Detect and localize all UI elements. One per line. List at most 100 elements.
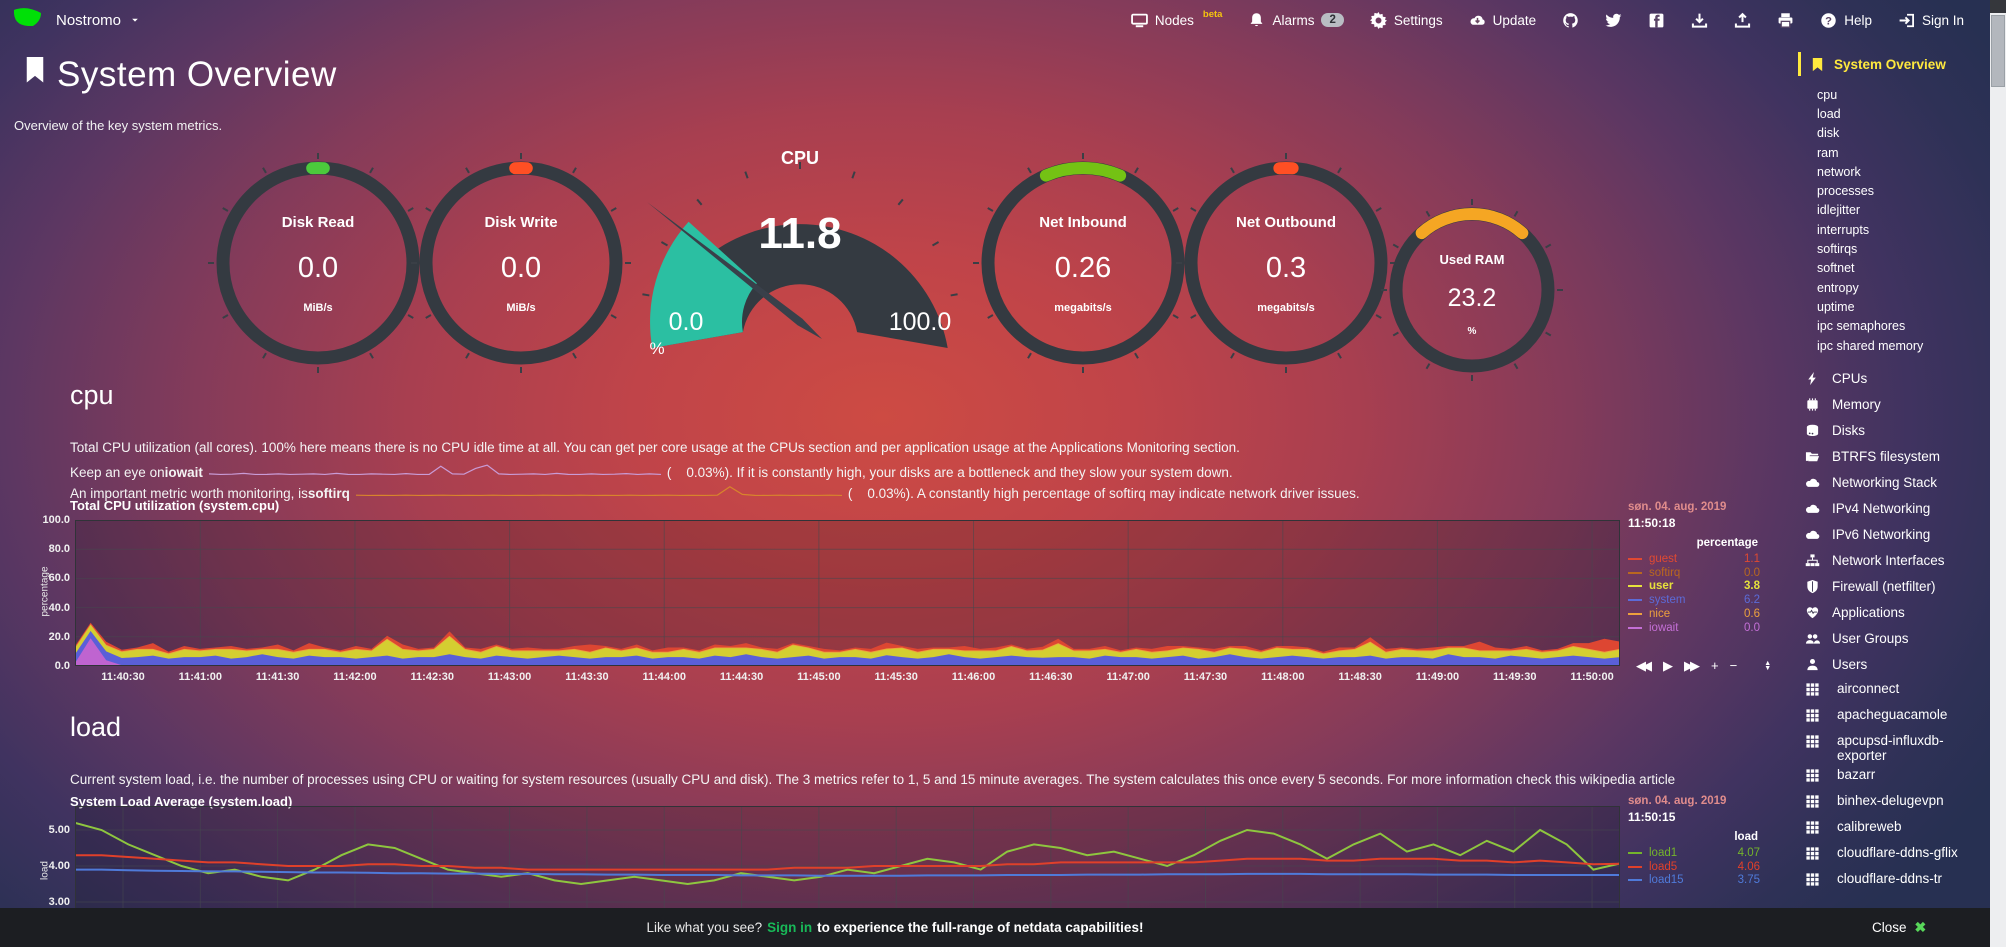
sidebar-item-user-groups[interactable]: User Groups [1790, 625, 1990, 651]
gauge-disk-write[interactable]: Disk Write 0.0 MiB/s [404, 146, 638, 380]
sidebar-item-ipc-semaphores[interactable]: ipc semaphores [1817, 319, 1906, 334]
page-scrollbar[interactable] [1990, 0, 2006, 947]
cloud-icon [1805, 527, 1821, 542]
load-yaxis-label: 3.00 [48, 896, 70, 908]
navbar-item-settings[interactable]: Settings [1369, 11, 1443, 29]
sidebar-item-interrupts[interactable]: interrupts [1817, 222, 1870, 237]
cpu-xaxis-label: 11:49:30 [1493, 671, 1537, 683]
legend-entry-nice[interactable]: nice 0.6 [1628, 607, 1760, 621]
top-navbar: Nostromo Nodes beta Alarms 2 Settings Update?… [0, 0, 1990, 40]
bolt-icon [1805, 371, 1821, 386]
sidebar-item-cloudflare-ddns-tr[interactable]: cloudflare-ddns-tr [1790, 867, 1990, 893]
svg-text:%: % [649, 339, 664, 358]
navbar-item-facebook[interactable] [1648, 12, 1665, 29]
navbar-item-github[interactable] [1562, 12, 1579, 29]
navbar-label-help: Help [1844, 12, 1872, 28]
legend-entry-load5[interactable]: load5 4.06 [1628, 860, 1760, 874]
legend-entry-system[interactable]: system 6.2 [1628, 593, 1760, 607]
sidebar-item-uptime[interactable]: uptime [1817, 299, 1855, 314]
navbar-item-export[interactable] [1691, 12, 1708, 29]
sidebar-item-applications[interactable]: Applications [1790, 599, 1990, 625]
navbar-item-nodes[interactable]: Nodes beta [1131, 9, 1222, 29]
pan-back-button[interactable]: ◀◀ [1636, 658, 1652, 673]
signin-link[interactable]: Sign in [767, 920, 813, 935]
legend-entry-user[interactable]: user 3.8 [1628, 580, 1760, 594]
bookmark-icon [1810, 57, 1826, 72]
close-button[interactable]: Close ✖ [1872, 908, 1926, 947]
twitter-icon [1605, 12, 1622, 29]
zoom-out-button[interactable]: − [1729, 658, 1738, 673]
hostname-dropdown[interactable]: Nostromo [56, 12, 141, 29]
sidebar-item-entropy[interactable]: entropy [1817, 280, 1859, 295]
sidebar-item-ipc-shared-memory[interactable]: ipc shared memory [1817, 338, 1924, 353]
user-icon [1805, 657, 1821, 672]
sidebar-item-processes[interactable]: processes [1817, 184, 1874, 199]
gauge-cpu-gauge[interactable]: CPU 11.8 0.0 100.0% [640, 138, 960, 360]
sidebar-item-calibreweb[interactable]: calibreweb [1790, 815, 1990, 841]
navbar-item-import[interactable] [1734, 12, 1751, 29]
shield-icon [1805, 579, 1821, 594]
svg-text:Disk Read: Disk Read [282, 214, 355, 231]
gauge-disk-read[interactable]: Disk Read 0.0 MiB/s [201, 146, 435, 380]
bookmark-icon [23, 55, 47, 91]
sidebar-item-btrfs-filesystem[interactable]: BTRFS filesystem [1790, 443, 1990, 469]
sitemap-icon [1805, 553, 1821, 568]
legend-entry-load1[interactable]: load1 4.07 [1628, 846, 1760, 860]
sidebar-item-firewall-netfilter-[interactable]: Firewall (netfilter) [1790, 573, 1990, 599]
gauge-net-inbound[interactable]: Net Inbound 0.26 megabits/s [966, 146, 1200, 380]
bottom-message-prefix: Like what you see? [646, 920, 763, 935]
sidebar-item-system-overview[interactable]: System Overview [1798, 52, 1990, 76]
sidebar-item-disk[interactable]: disk [1817, 126, 1840, 141]
legend-entry-softirq[interactable]: softirq 0.0 [1628, 566, 1760, 580]
navbar-label-update: Update [1492, 12, 1537, 28]
navbar-item-help[interactable]: ? Help [1820, 12, 1872, 29]
navbar-item-sign-in[interactable]: Sign In [1898, 12, 1964, 29]
navbar-item-twitter[interactable] [1605, 12, 1622, 29]
sidebar-item-ipv4-networking[interactable]: IPv4 Networking [1790, 495, 1990, 521]
sidebar-item-binhex-delugevpn[interactable]: binhex-delugevpn [1790, 789, 1990, 815]
zoom-in-button[interactable]: + [1711, 658, 1719, 673]
legend-entry-iowait[interactable]: iowait 0.0 [1628, 621, 1760, 635]
sidebar-item-networking-stack[interactable]: Networking Stack [1790, 469, 1990, 495]
navbar-item-print[interactable] [1777, 12, 1794, 29]
cpu-xaxis-label: 11:44:30 [719, 671, 764, 683]
sidebar-item-network-interfaces[interactable]: Network Interfaces [1790, 547, 1990, 573]
svg-text:megabits/s: megabits/s [1054, 302, 1111, 314]
sidebar-item-users[interactable]: Users [1790, 651, 1990, 677]
cpu-chart-plot[interactable] [75, 520, 1620, 666]
sidebar-item-ram[interactable]: ram [1817, 145, 1839, 160]
gauge-used-ram[interactable]: Used RAM 23.2% [1374, 192, 1570, 388]
legend-dash-icon [1628, 851, 1642, 854]
sidebar-item-cpu[interactable]: cpu [1817, 87, 1838, 102]
sidebar-item-network[interactable]: network [1817, 164, 1861, 179]
pan-forward-button[interactable]: ▶▶ [1684, 658, 1700, 673]
navbar-item-alarms[interactable]: Alarms 2 [1248, 12, 1344, 29]
sidebar-item-bazarr[interactable]: bazarr [1790, 763, 1990, 789]
sidebar-item-idlejitter[interactable]: idlejitter [1817, 203, 1861, 218]
svg-text:0.0: 0.0 [298, 252, 338, 284]
svg-text:MiB/s: MiB/s [303, 302, 332, 314]
cpu-description-line-1: Total CPU utilization (all cores). 100% … [70, 440, 1240, 455]
legend-entry-guest[interactable]: guest 1.1 [1628, 552, 1760, 566]
cpu-xaxis-label: 11:47:30 [1183, 671, 1228, 683]
sidebar-item-softnet[interactable]: softnet [1817, 261, 1855, 276]
sidebar-item-apcupsd-influxdb-exporter[interactable]: apcupsd-influxdb-exporter [1790, 729, 1990, 763]
sidebar-item-apacheguacamole[interactable]: apacheguacamole [1790, 703, 1990, 729]
gauge-net-outbound[interactable]: Net Outbound 0.3 megabits/s [1169, 146, 1403, 380]
sidebar-item-cpus[interactable]: CPUs [1790, 365, 1990, 391]
sidebar-item-memory[interactable]: Memory [1790, 391, 1990, 417]
cpu-description-line-3: An important metric worth monitoring, is… [70, 482, 1360, 501]
sidebar-item-ipv6-networking[interactable]: IPv6 Networking [1790, 521, 1990, 547]
sidebar-item-airconnect[interactable]: airconnect [1790, 677, 1990, 703]
sidebar-item-softirqs[interactable]: softirqs [1817, 242, 1858, 257]
scrollbar-thumb[interactable] [1991, 15, 2005, 87]
netdata-logo[interactable] [12, 5, 42, 36]
navbar-item-update[interactable]: Update [1469, 12, 1537, 29]
svg-text:Disk Write: Disk Write [484, 214, 557, 231]
play-button[interactable]: ▶ [1663, 658, 1673, 673]
sidebar-item-load[interactable]: load [1817, 106, 1841, 121]
sidebar-item-cloudflare-ddns-gflix[interactable]: cloudflare-ddns-gflix [1790, 841, 1990, 867]
resize-handle[interactable]: ▲ ▼ [1764, 659, 1772, 672]
legend-entry-load15[interactable]: load15 3.75 [1628, 874, 1760, 888]
sidebar-item-disks[interactable]: Disks [1790, 417, 1990, 443]
